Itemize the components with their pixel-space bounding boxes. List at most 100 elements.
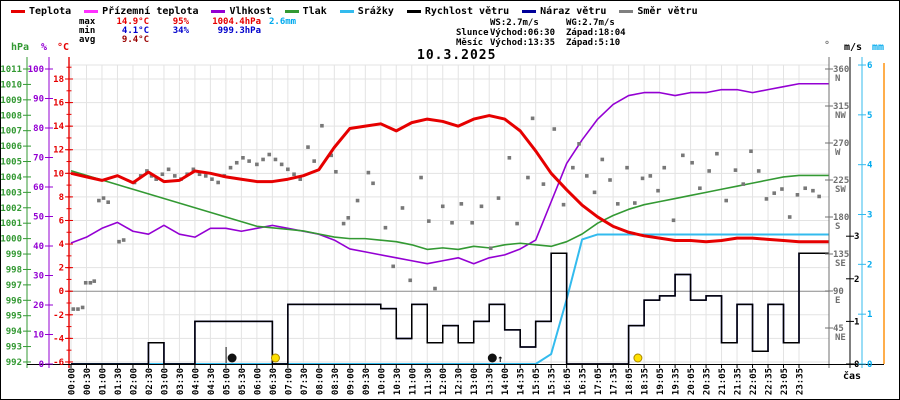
series-teplota — [70, 114, 829, 244]
wind-direction-dot — [101, 196, 106, 200]
x-tick-label: 13:30 — [486, 368, 496, 395]
moon-rise-arrow: ↑ — [497, 354, 503, 365]
wind-direction-dot — [312, 159, 316, 163]
pressure-tick-label: 1010 — [1, 80, 22, 90]
time-axis-label: čas — [843, 371, 862, 382]
wind-direction-dot — [662, 165, 667, 170]
legend-item-1: Přízemní teplota — [84, 6, 198, 17]
wind-direction-dot — [216, 180, 220, 185]
pressure-axis-header: hPa — [11, 42, 30, 53]
x-tick-label: 15:05 — [532, 368, 542, 395]
pressure-tick-label: 1011 — [1, 65, 22, 75]
wind-direction-dot — [234, 160, 239, 165]
stat-min-temp: 4.1°C — [121, 26, 149, 36]
x-tick-label: 14:00 — [501, 368, 511, 395]
x-tick-label: 22:05 — [749, 368, 759, 395]
x-tick-label: 08:00 — [315, 368, 325, 395]
direction-dir-label: S — [835, 222, 840, 232]
precip-tick-label: 3 — [867, 211, 872, 221]
x-tick-label: 10:30 — [393, 368, 403, 395]
wind-direction-dot — [154, 177, 158, 181]
wind-direction-dot — [648, 174, 653, 178]
temperature-tick-label: 0 — [59, 287, 64, 297]
wind-direction-dot — [427, 219, 431, 223]
x-tick-label: 15:35 — [548, 368, 558, 395]
wind-direction-dot — [756, 169, 761, 173]
wind-direction-dot — [541, 182, 546, 186]
x-tick-label: 18:05 — [625, 368, 635, 395]
direction-tick-label: 90 — [833, 287, 844, 297]
wind-direction-dot — [772, 191, 777, 195]
x-tick-label: 13:00 — [470, 368, 480, 395]
humidity-axis-header: % — [41, 42, 48, 53]
stat-min-pressure: 999.3hPa — [217, 26, 261, 36]
wind-direction-dot — [707, 169, 711, 173]
pressure-tick-label: 1005 — [1, 158, 22, 168]
direction-tick-label: 45 — [833, 324, 844, 334]
direction-tick-label: 180 — [833, 213, 849, 223]
wind-direction-dot — [76, 307, 80, 311]
temperature-tick-label: 4 — [59, 240, 65, 250]
legend-swatch-icon — [619, 9, 634, 13]
wind-direction-dot — [320, 123, 324, 128]
stat-max-precip: 2.6mm — [269, 17, 297, 27]
wind-direction-dot — [507, 156, 512, 160]
wind-direction-dot — [496, 196, 501, 200]
pressure-tick-label: 1000 — [1, 235, 22, 245]
x-tick-label: 11:00 — [408, 368, 418, 395]
wind-direction-dot — [149, 174, 154, 178]
wind-direction-dot — [355, 198, 360, 203]
stat-max-temp: 14.9°C — [116, 17, 149, 27]
legend-swatch-icon — [406, 9, 421, 13]
x-tick-label: 19:35 — [672, 368, 682, 395]
wind-direction-dot — [97, 198, 101, 203]
wind-direction-dot — [433, 286, 437, 291]
direction-dir-label: SW — [835, 185, 846, 195]
wind-tick-label: 2 — [854, 275, 859, 285]
pressure-tick-label: 1002 — [1, 204, 22, 214]
wind-direction-dot — [577, 142, 581, 146]
precip-tick-label: 1 — [867, 310, 872, 320]
wind-direction-dot — [733, 168, 738, 172]
wind-direction-dot — [592, 190, 597, 195]
humidity-tick-label: 50 — [33, 213, 44, 223]
wind-direction-dot — [787, 215, 792, 219]
legend-swatch-icon — [522, 9, 537, 13]
temperature-tick-label: 18 — [53, 75, 64, 85]
wind-direction-dot — [561, 202, 566, 207]
legend-label: Vlhkost — [229, 5, 272, 17]
temperature-tick-label: 14 — [53, 122, 64, 132]
pressure-tick-label: 1001 — [1, 219, 22, 229]
moon-rise-marker-icon — [487, 353, 497, 363]
wind-direction-dot — [267, 152, 272, 157]
wind-direction-dot — [526, 175, 530, 180]
x-tick-label: 10:00 — [377, 368, 387, 395]
precip-tick-label: 6 — [867, 61, 872, 71]
wind-direction-dot — [608, 178, 612, 182]
temperature-tick-label: 8 — [59, 193, 64, 203]
wind-direction-dot — [273, 157, 278, 162]
wind-direction-dot — [724, 198, 728, 203]
wind-direction-dot — [817, 194, 821, 199]
x-tick-label: 04:00 — [191, 368, 201, 395]
temperature-tick-label: -4 — [53, 334, 64, 344]
wind-direction-dot — [741, 182, 746, 186]
pressure-tick-label: 994 — [6, 327, 23, 337]
humidity-tick-label: 60 — [33, 183, 44, 193]
x-tick-label: 14:35 — [517, 368, 527, 395]
stat-avg-label: avg — [79, 35, 96, 45]
wind-direction-dot — [83, 280, 88, 285]
x-tick-label: 20:35 — [703, 368, 713, 395]
series-vlhkost — [70, 82, 829, 265]
direction-dir-label: W — [835, 148, 841, 158]
pressure-tick-label: 997 — [6, 281, 22, 291]
wind-direction-dot — [625, 165, 629, 170]
x-tick-label: 12:30 — [455, 368, 465, 395]
x-tick-label: 05:30 — [238, 368, 248, 395]
wind-direction-dot — [615, 202, 620, 206]
humidity-tick-label: 0 — [39, 360, 44, 370]
direction-axis-header: ° — [824, 40, 831, 51]
moonrise-time: Východ:13:35 — [490, 38, 556, 48]
stat-min-label: min — [79, 26, 96, 36]
x-tick-label: 03:30 — [176, 368, 186, 395]
